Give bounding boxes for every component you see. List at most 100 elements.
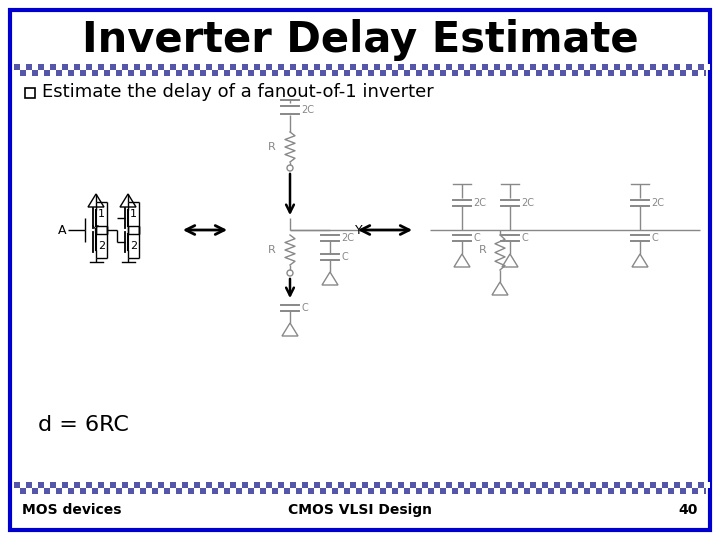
Bar xyxy=(368,64,374,70)
Bar xyxy=(314,70,320,76)
Text: 2C: 2C xyxy=(651,198,664,208)
Bar xyxy=(518,476,524,482)
Bar xyxy=(608,482,614,488)
Bar xyxy=(566,70,572,76)
Bar xyxy=(98,70,104,76)
Bar xyxy=(542,476,548,482)
Bar xyxy=(482,58,488,64)
Bar xyxy=(26,488,32,494)
Bar xyxy=(260,64,266,70)
Bar xyxy=(338,58,344,64)
Bar xyxy=(590,476,596,482)
Bar xyxy=(194,58,200,64)
Bar xyxy=(50,488,56,494)
Bar xyxy=(632,482,638,488)
Bar xyxy=(74,58,80,64)
Bar xyxy=(140,482,146,488)
Bar xyxy=(26,70,32,76)
Bar xyxy=(146,70,152,76)
Bar xyxy=(158,58,164,64)
Bar xyxy=(302,476,308,482)
Bar xyxy=(614,58,620,64)
Bar xyxy=(380,482,386,488)
Text: 1: 1 xyxy=(130,209,137,219)
Bar xyxy=(704,482,710,488)
Bar xyxy=(446,58,452,64)
Bar xyxy=(572,482,578,488)
Bar xyxy=(356,482,362,488)
Bar xyxy=(410,70,416,76)
Bar xyxy=(596,64,602,70)
Bar xyxy=(500,482,506,488)
Bar xyxy=(158,476,164,482)
Bar xyxy=(38,476,44,482)
Bar xyxy=(284,482,290,488)
Text: 2C: 2C xyxy=(521,198,534,208)
Bar xyxy=(308,64,314,70)
Bar xyxy=(326,476,332,482)
Bar xyxy=(386,58,392,64)
Bar xyxy=(398,488,404,494)
Bar xyxy=(350,58,356,64)
Bar xyxy=(104,64,110,70)
Bar xyxy=(170,476,176,482)
Bar xyxy=(476,482,482,488)
Bar xyxy=(692,482,698,488)
Bar xyxy=(14,64,706,76)
Bar xyxy=(548,482,554,488)
Bar xyxy=(56,64,62,70)
Text: C: C xyxy=(301,303,307,313)
Bar xyxy=(338,70,344,76)
Bar xyxy=(674,488,680,494)
Bar xyxy=(68,64,74,70)
Bar xyxy=(578,476,584,482)
Bar xyxy=(674,476,680,482)
Bar xyxy=(512,482,518,488)
Bar xyxy=(182,488,188,494)
Bar xyxy=(602,476,608,482)
Bar xyxy=(362,70,368,76)
Bar xyxy=(230,70,236,76)
Bar xyxy=(446,488,452,494)
Bar xyxy=(626,58,632,64)
Bar xyxy=(230,58,236,64)
Bar xyxy=(662,70,668,76)
Bar xyxy=(386,488,392,494)
Bar xyxy=(488,482,494,488)
Bar xyxy=(266,70,272,76)
Bar xyxy=(50,70,56,76)
Bar xyxy=(86,476,92,482)
Bar xyxy=(662,58,668,64)
Bar xyxy=(230,488,236,494)
Bar xyxy=(338,476,344,482)
Bar xyxy=(218,488,224,494)
Bar xyxy=(260,482,266,488)
Bar xyxy=(386,476,392,482)
Bar xyxy=(536,64,542,70)
Bar xyxy=(626,488,632,494)
Bar xyxy=(584,482,590,488)
Text: R: R xyxy=(269,142,276,152)
Bar xyxy=(218,58,224,64)
Bar xyxy=(686,70,692,76)
Bar xyxy=(410,58,416,64)
Bar xyxy=(80,64,86,70)
Bar xyxy=(122,488,128,494)
Bar xyxy=(110,70,116,76)
Bar xyxy=(350,70,356,76)
Bar xyxy=(152,482,158,488)
Bar xyxy=(458,476,464,482)
Bar xyxy=(344,64,350,70)
Bar xyxy=(422,476,428,482)
Bar xyxy=(38,70,44,76)
Bar xyxy=(272,482,278,488)
Bar xyxy=(320,482,326,488)
Text: CMOS VLSI Design: CMOS VLSI Design xyxy=(288,503,432,517)
Bar xyxy=(458,58,464,64)
Bar xyxy=(278,70,284,76)
Bar xyxy=(164,482,170,488)
Bar xyxy=(470,488,476,494)
Bar xyxy=(356,64,362,70)
Bar xyxy=(206,488,212,494)
Bar xyxy=(44,64,50,70)
